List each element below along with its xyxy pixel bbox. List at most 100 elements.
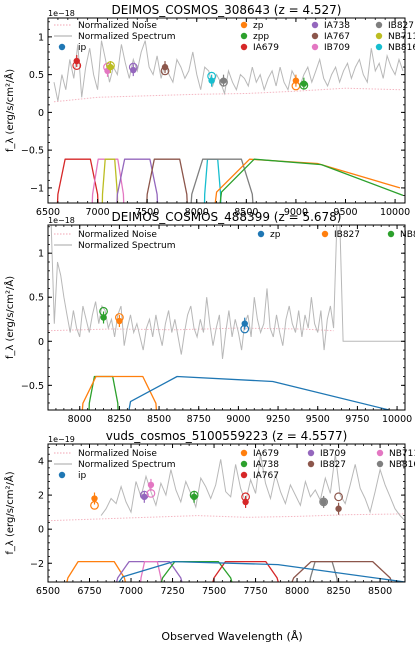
x-tick-label: 8500 — [368, 586, 392, 597]
point-ia679 — [91, 495, 98, 502]
legend-label-ib827: IB827 — [320, 460, 346, 470]
legend-label-nb816: NB816 — [400, 230, 415, 240]
filter-curve-nb711 — [101, 158, 119, 203]
chart-title: vuds_cosmos_5100559223 (z = 4.5577) — [106, 429, 348, 443]
x-tick-label: 6500 — [36, 586, 60, 597]
legend-label-ib709: IB709 — [324, 43, 350, 53]
x-tick-label: 7250 — [160, 586, 184, 597]
model-point-ib827 — [114, 313, 124, 322]
filter-curve-zp — [214, 158, 401, 203]
axis-multiplier: 1e−18 — [48, 216, 75, 225]
y-tick-label: −2 — [30, 559, 44, 570]
filter-curve-ip — [118, 560, 405, 582]
y-tick-label: 0 — [38, 525, 44, 536]
legend-marker-ib827 — [375, 21, 383, 29]
legend-marker-ia767 — [311, 32, 319, 40]
model-point-zp — [240, 324, 250, 334]
x-tick-label: 8000 — [285, 586, 309, 597]
x-tick-label: 8250 — [107, 414, 131, 425]
y-tick-label: −0.5 — [21, 146, 44, 157]
legend-marker-zp — [240, 21, 248, 29]
legend-label-ia767: IA767 — [324, 32, 350, 42]
y-tick-label: 0.5 — [29, 293, 44, 304]
model-point-ia738 — [128, 62, 138, 72]
legend-label-ia679: IA679 — [253, 43, 279, 53]
legend-label-ib827: IB827 — [334, 230, 360, 240]
x-tick-label: 8500 — [147, 414, 171, 425]
legend-label: Normalized Noise — [78, 449, 157, 459]
legend-label: Normalized Noise — [78, 21, 157, 31]
point-nb816 — [100, 314, 107, 321]
y-tick-label: 0 — [38, 337, 44, 348]
filter-curve-zpp — [219, 158, 404, 203]
y-tick-label: −0.5 — [21, 381, 44, 392]
legend-marker-ip — [58, 43, 66, 51]
legend-label: Normalized Spectrum — [78, 460, 176, 470]
model-point-ia767 — [241, 492, 250, 502]
legend-label-nb711: NB711 — [389, 449, 415, 459]
y-tick-label: 2 — [38, 491, 44, 502]
model-point-ia679 — [72, 61, 82, 70]
y-tick-label: 1 — [38, 249, 44, 260]
legend-label-nb816: NB816 — [389, 460, 415, 470]
panel-3: vuds_cosmos_5100559223 (z = 4.5577) 1e−19… — [3, 429, 415, 597]
model-point-nb816 — [319, 497, 329, 507]
x-tick-label: 7000 — [119, 586, 143, 597]
legend-label: Normalized Spectrum — [78, 32, 176, 42]
y-tick-label: 0.5 — [29, 70, 44, 81]
legend-marker-zpp — [240, 32, 248, 40]
panel-2: DEIMOS_COSMOS_488399 (z = 5.678) 1e−18 f_λ… — [3, 210, 415, 425]
legend-marker-ia738 — [311, 21, 319, 29]
x-tick-label: 9750 — [345, 414, 369, 425]
legend-label: Normalized Spectrum — [78, 241, 176, 251]
legend-marker-ib709 — [311, 43, 319, 51]
axes-frame — [47, 443, 406, 583]
x-tick-label: 9000 — [226, 414, 250, 425]
legend-marker-nb816 — [376, 460, 384, 468]
filter-curve-ia679 — [66, 560, 127, 582]
y-tick-label: 4 — [38, 457, 44, 468]
x-tick-label: 8500 — [234, 207, 258, 218]
legend-label-nb816: NB816 — [388, 43, 415, 53]
legend-marker-ia767 — [240, 471, 248, 479]
legend-marker-nb711 — [376, 449, 384, 457]
plot-area — [53, 40, 404, 203]
filter-curve-ib827 — [190, 158, 254, 203]
model-point-ia767 — [160, 66, 170, 76]
noise-line — [53, 87, 401, 103]
x-tick-label: 10000 — [382, 414, 412, 425]
legend-label-ia767: IA767 — [253, 471, 279, 481]
model-point-nb816 — [207, 71, 217, 81]
x-tick-label: 8750 — [187, 414, 211, 425]
x-tick-label: 9500 — [306, 414, 330, 425]
x-tick-label: 6500 — [36, 207, 60, 218]
filter-curve-zp — [128, 375, 390, 410]
legend-label: Normalized Noise — [78, 230, 157, 240]
panel-1: DEIMOS_COSMOS_308643 (z = 4.527) 1e−18 f_λ… — [3, 3, 415, 218]
y-tick-label: −1 — [30, 183, 44, 194]
chart-title: DEIMOS_COSMOS_488399 (z = 5.678) — [112, 210, 342, 224]
model-point-nb711 — [146, 489, 156, 498]
legend-marker-ia738 — [240, 460, 248, 468]
chart-title: DEIMOS_COSMOS_308643 (z = 4.527) — [112, 3, 342, 17]
y-tick-label: 0 — [38, 108, 44, 119]
filter-curve-ia738 — [116, 158, 159, 203]
legend-label-ib827: IB827 — [388, 21, 414, 31]
y-tick-label: 1 — [38, 32, 44, 43]
legend-marker-ib827 — [307, 460, 315, 468]
legend-label-ia738: IA738 — [253, 460, 279, 470]
spectrum-line — [53, 40, 404, 102]
legend-marker-nb816 — [387, 230, 395, 238]
x-tick-label: 8250 — [326, 586, 350, 597]
legend-label-ia738: IA738 — [324, 21, 350, 31]
legend-label: ip — [78, 471, 87, 481]
plot-area — [48, 454, 405, 582]
spectrum-line — [100, 454, 405, 522]
axes-frame — [47, 224, 406, 411]
filter-curve-ia767 — [146, 158, 188, 203]
x-tick-label: 7500 — [202, 586, 226, 597]
plot-area — [48, 225, 404, 410]
